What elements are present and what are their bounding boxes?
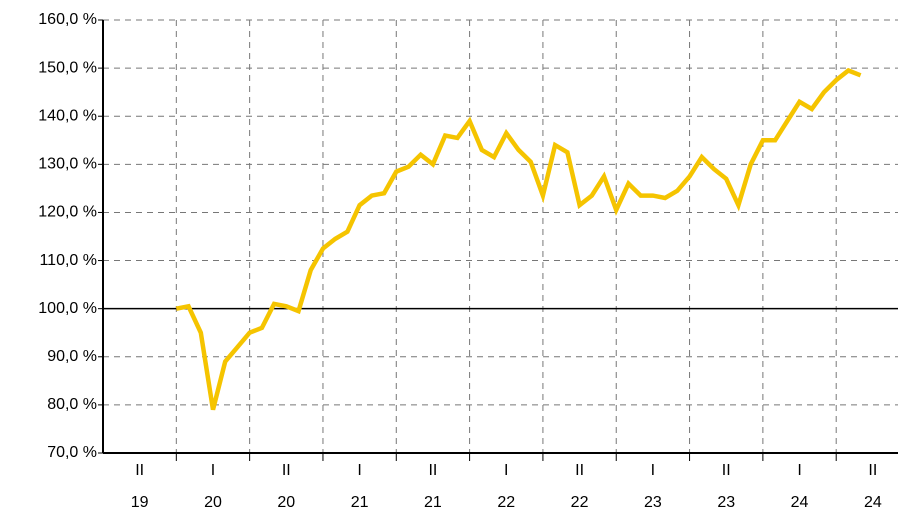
x-tick-label-half: II	[868, 462, 877, 479]
y-tick-label: 120,0 %	[38, 204, 97, 221]
y-tick-label: 160,0 %	[38, 11, 97, 28]
x-tick-label-year: 24	[791, 494, 809, 511]
x-tick-label-half: II	[282, 462, 291, 479]
x-tick-label-half: I	[504, 462, 508, 479]
x-tick-label-half: I	[357, 462, 361, 479]
y-tick-label: 90,0 %	[47, 348, 97, 365]
x-tick-label-half: I	[651, 462, 655, 479]
y-tick-label: 110,0 %	[39, 252, 97, 269]
data-line	[175, 67, 862, 411]
x-tick-label-year: 21	[351, 494, 369, 511]
x-tick-label-year: 21	[424, 494, 442, 511]
y-tick-label: 70,0 %	[47, 444, 97, 461]
x-tick-label-year: 20	[204, 494, 222, 511]
y-tick-label: 100,0 %	[38, 300, 97, 317]
y-tick-label: 140,0 %	[38, 107, 97, 124]
y-tick-label: 80,0 %	[47, 396, 97, 413]
x-tick-label-half: I	[797, 462, 801, 479]
x-tick-label-year: 20	[277, 494, 295, 511]
x-tick-label-half: II	[575, 462, 584, 479]
x-tick-label-year: 23	[717, 494, 735, 511]
x-tick-label-half: I	[211, 462, 215, 479]
x-tick-label-year: 19	[131, 494, 149, 511]
x-tick-label-year: 22	[497, 494, 515, 511]
x-tick-label-year: 23	[644, 494, 662, 511]
x-tick-label-year: 24	[864, 494, 882, 511]
x-tick-label-year: 22	[571, 494, 589, 511]
x-tick-label-half: II	[428, 462, 437, 479]
x-tick-label-half: II	[722, 462, 731, 479]
y-tick-label: 130,0 %	[38, 156, 97, 173]
y-tick-label: 150,0 %	[38, 59, 97, 76]
x-tick-label-half: II	[135, 462, 144, 479]
